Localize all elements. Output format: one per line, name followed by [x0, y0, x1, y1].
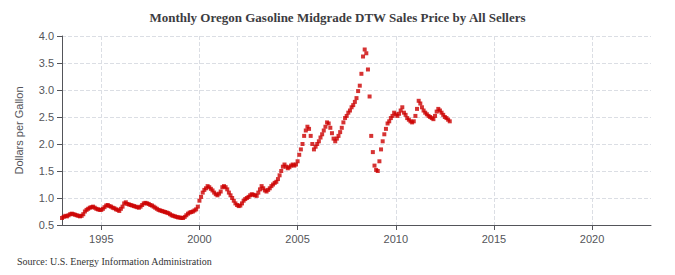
svg-text:0.5: 0.5 — [39, 219, 54, 231]
svg-text:2010: 2010 — [384, 233, 408, 245]
svg-text:Source: U.S. Energy Informatio: Source: U.S. Energy Information Administ… — [17, 256, 212, 267]
svg-text:2.0: 2.0 — [39, 138, 54, 150]
svg-text:2.5: 2.5 — [39, 111, 54, 123]
svg-text:Dollars per Gallon: Dollars per Gallon — [13, 86, 25, 174]
svg-text:1.5: 1.5 — [39, 165, 54, 177]
svg-text:2015: 2015 — [482, 233, 506, 245]
svg-text:2020: 2020 — [580, 233, 604, 245]
svg-text:3.0: 3.0 — [39, 84, 54, 96]
svg-text:4.0: 4.0 — [39, 30, 54, 42]
svg-text:1995: 1995 — [89, 233, 113, 245]
svg-text:2005: 2005 — [285, 233, 309, 245]
svg-text:2000: 2000 — [187, 233, 211, 245]
svg-text:3.5: 3.5 — [39, 57, 54, 69]
svg-text:1.0: 1.0 — [39, 192, 54, 204]
svg-text:Monthly Oregon Gasoline Midgra: Monthly Oregon Gasoline Midgrade DTW Sal… — [149, 10, 525, 25]
